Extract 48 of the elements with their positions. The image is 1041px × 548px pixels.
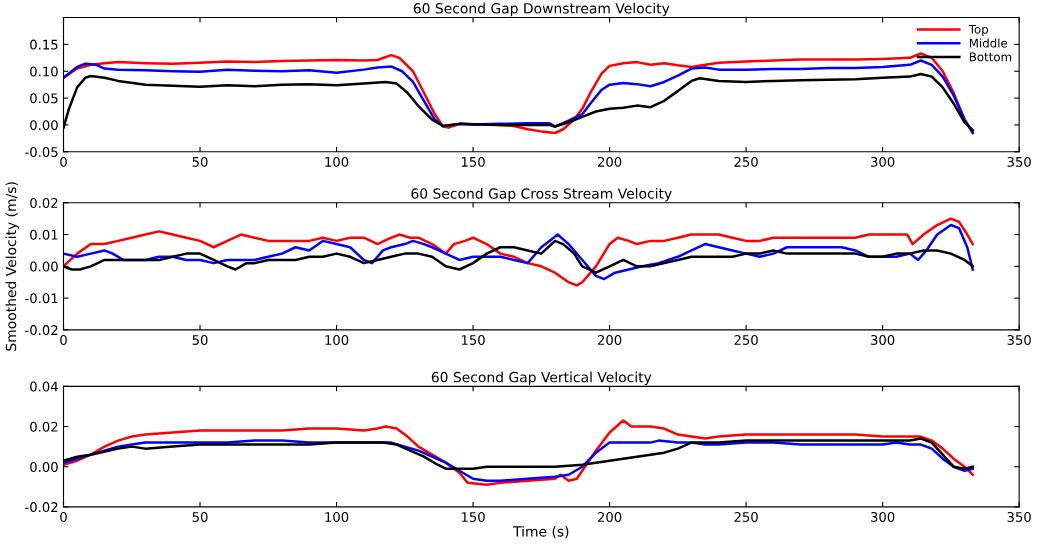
y-tick-label: 0.00 <box>30 261 58 272</box>
x-tick-label: 350 <box>1007 334 1031 345</box>
x-tick-label: 150 <box>461 156 485 167</box>
x-tick-label: 300 <box>871 511 895 522</box>
x-tick-label: 300 <box>871 334 895 345</box>
legend-label: Top <box>968 24 989 37</box>
y-tick-label: -0.02 <box>25 325 58 336</box>
x-tick-label: 100 <box>325 156 349 167</box>
y-tick-label: -0.02 <box>25 502 58 513</box>
y-tick-label: 0.04 <box>30 381 58 392</box>
line-series <box>63 217 974 287</box>
x-tick-label: 50 <box>192 156 208 167</box>
x-tick-label: 250 <box>734 334 758 345</box>
x-tick-label: 350 <box>1007 156 1031 167</box>
x-tick-label: 200 <box>597 156 622 167</box>
chart-title: 60 Second Gap Cross Stream Velocity <box>411 188 672 202</box>
y-tick-label: 0.15 <box>30 39 58 50</box>
x-axis-title: Time (s) <box>513 525 569 539</box>
x-tick-label: 100 <box>325 511 349 522</box>
y-tick-label: 0.02 <box>30 197 58 208</box>
x-tick-label: 150 <box>461 511 485 522</box>
x-tick-label: 0 <box>60 334 67 345</box>
line-series <box>63 419 974 487</box>
chart-title: 60 Second Gap Vertical Velocity <box>431 371 652 386</box>
y-tick-label: -0.05 <box>25 147 58 157</box>
x-tick-label: 200 <box>597 334 622 345</box>
x-tick-label: 250 <box>734 511 758 522</box>
x-tick-label: 50 <box>192 334 208 345</box>
y-tick-label: -0.01 <box>25 293 58 304</box>
y-tick-label: 0.02 <box>30 421 58 432</box>
x-tick-label: 300 <box>871 156 895 167</box>
y-tick-label: 0.01 <box>30 229 58 240</box>
x-tick-label: 0 <box>60 511 67 522</box>
x-tick-label: 200 <box>597 511 622 522</box>
chart-title: 60 Second Gap Downstream Velocity <box>413 2 670 17</box>
y-tick-label: 0.05 <box>30 93 58 104</box>
x-tick-label: 100 <box>325 334 349 345</box>
y-axis-title: Smoothed Velocity (m/s) <box>5 182 19 351</box>
y-tick-label: 0.00 <box>30 120 58 131</box>
y-tick-label: 0.00 <box>30 461 58 472</box>
legend-label: Middle <box>969 38 1008 48</box>
x-tick-label: 150 <box>461 334 485 345</box>
x-tick-label: 350 <box>1007 511 1031 522</box>
legend-label: Bottom <box>969 52 1012 62</box>
x-tick-label: 50 <box>192 511 208 522</box>
y-tick-label: 0.10 <box>30 66 58 77</box>
x-tick-label: 0 <box>60 156 67 167</box>
x-tick-label: 250 <box>734 156 758 167</box>
